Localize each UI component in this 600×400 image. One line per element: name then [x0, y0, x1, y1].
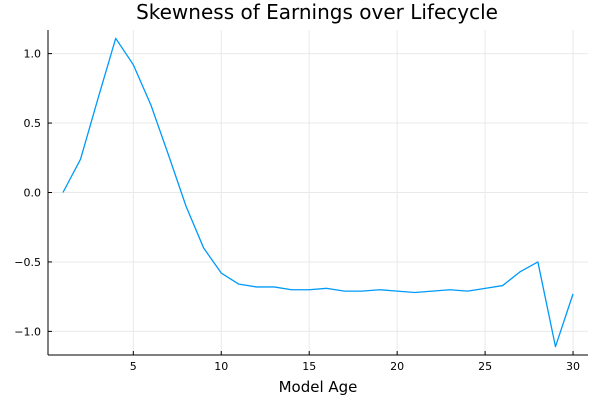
- x-tick-label-5: 30: [566, 360, 580, 373]
- x-axis-label: Model Age: [279, 378, 358, 396]
- x-tick-label-0: 5: [130, 360, 137, 373]
- series-layer: [62, 37, 574, 348]
- x-tick-label-4: 25: [478, 360, 492, 373]
- chart-title: Skewness of Earnings over Lifecycle: [136, 0, 498, 24]
- tick-labels: 5 10 15 20 25 30 −1.0 −0.5 0.0 0.5 1.0: [14, 48, 580, 373]
- y-tick-label-1: −0.5: [14, 256, 41, 269]
- y-tick-label-4: 1.0: [24, 48, 42, 61]
- y-tick-label-2: 0.0: [24, 187, 42, 200]
- x-tick-label-1: 10: [214, 360, 228, 373]
- y-tick-label-3: 0.5: [24, 117, 42, 130]
- x-tick-label-3: 20: [390, 360, 404, 373]
- y-tick-label-0: −1.0: [14, 325, 41, 338]
- series-line-0: [62, 37, 574, 348]
- grid-lines: [48, 30, 588, 355]
- x-tick-label-2: 15: [302, 360, 316, 373]
- axes: [47, 30, 588, 356]
